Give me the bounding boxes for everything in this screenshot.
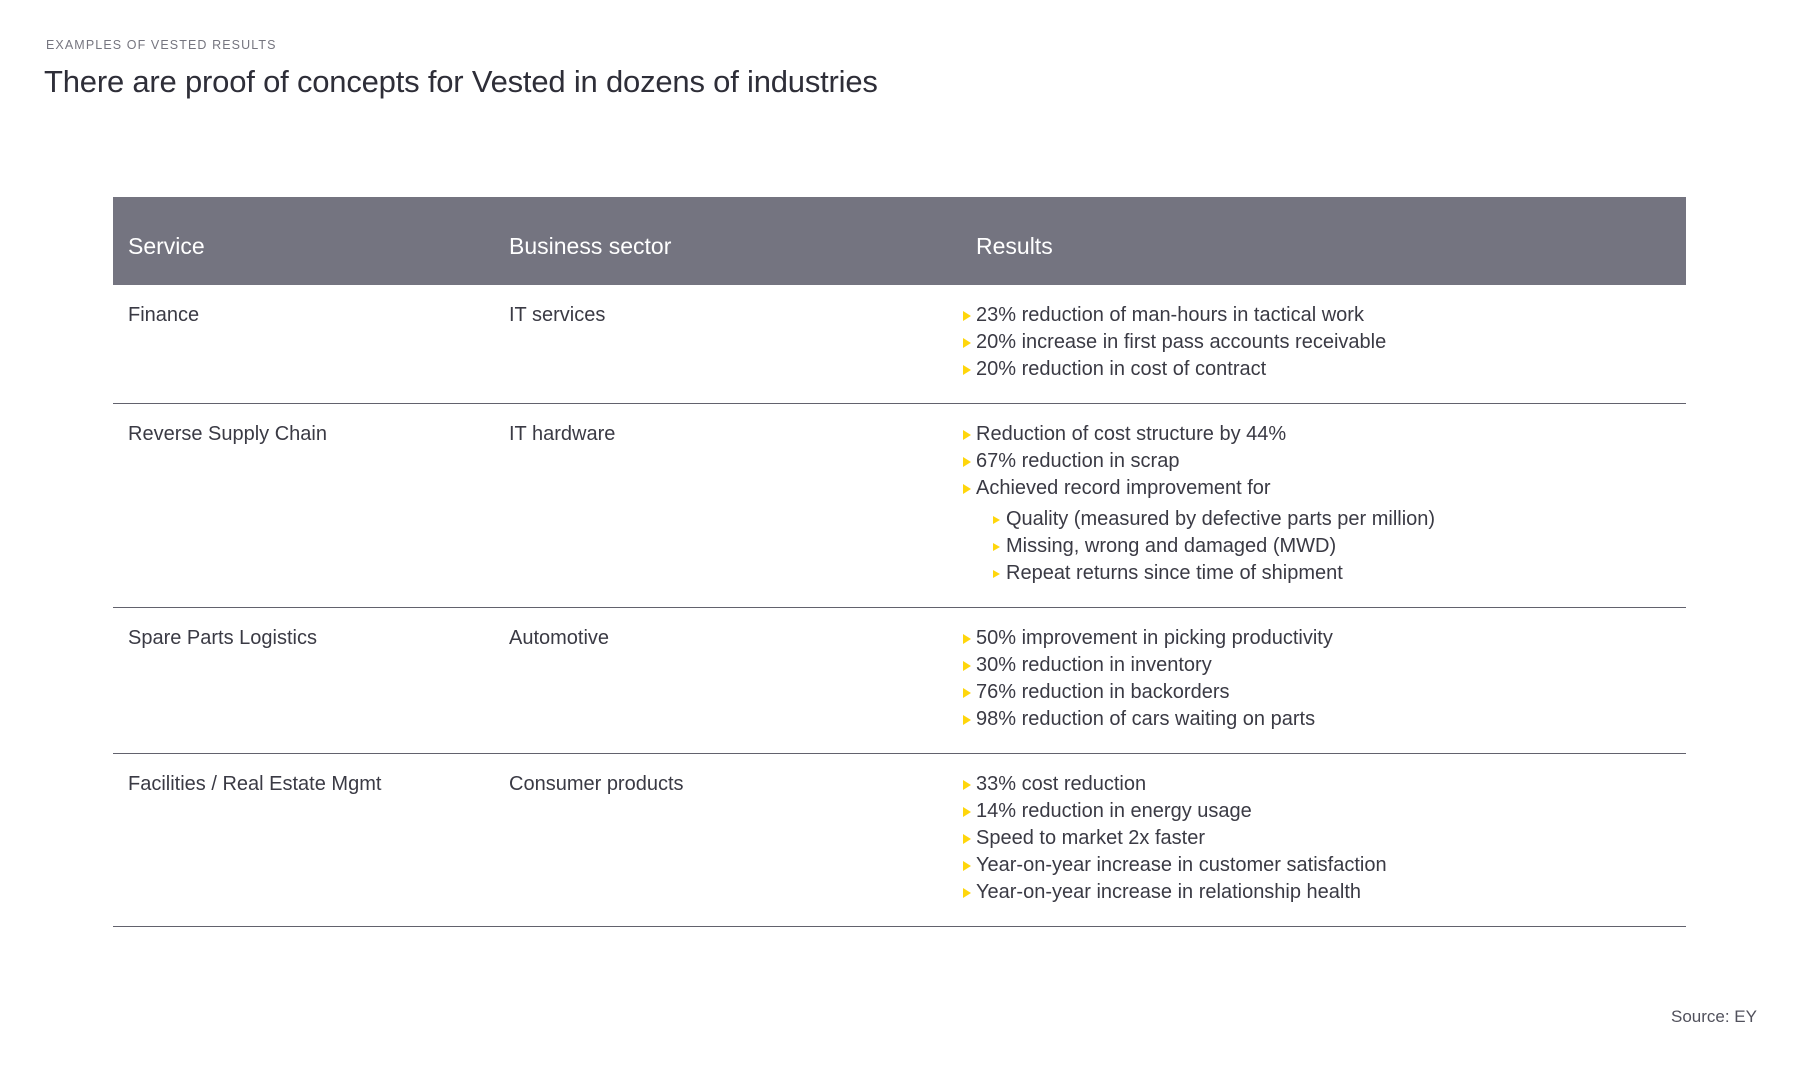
- result-bullet: 30% reduction in inventory: [963, 652, 1686, 679]
- bullet-triangle-icon: [963, 779, 971, 790]
- eyebrow: EXAMPLES OF VESTED RESULTS: [46, 38, 277, 52]
- result-text: Year-on-year increase in relationship he…: [976, 881, 1362, 903]
- result-text: 14% reduction in energy usage: [976, 800, 1252, 822]
- table-row: Spare Parts Logistics Automotive 50% imp…: [113, 608, 1686, 754]
- result-bullet: Speed to market 2x faster: [963, 825, 1686, 852]
- sector-cell: Automotive: [509, 627, 610, 649]
- result-text: Year-on-year increase in customer satisf…: [976, 854, 1387, 876]
- column-header-service: Service: [128, 232, 205, 259]
- sector-cell: IT hardware: [509, 423, 616, 445]
- result-bullet: 20% reduction in cost of contract: [963, 356, 1686, 383]
- table-row: Reverse Supply Chain IT hardware Reducti…: [113, 404, 1686, 608]
- table-row: Facilities / Real Estate Mgmt Consumer p…: [113, 754, 1686, 927]
- bullet-triangle-icon: [963, 833, 971, 844]
- service-cell: Reverse Supply Chain: [128, 423, 327, 445]
- bullet-triangle-icon: [963, 860, 971, 871]
- bullet-triangle-icon: [963, 806, 971, 817]
- bullet-triangle-icon: [963, 429, 971, 440]
- result-bullet: 98% reduction of cars waiting on parts: [963, 706, 1686, 733]
- results-cell: 23% reduction of man-hours in tactical w…: [963, 302, 1686, 383]
- result-bullet: Achieved record improvement for: [963, 475, 1686, 502]
- result-text: 23% reduction of man-hours in tactical w…: [976, 304, 1364, 326]
- bullet-triangle-icon: [963, 687, 971, 698]
- bullet-triangle-icon: [993, 515, 1000, 524]
- result-text: 20% increase in first pass accounts rece…: [976, 331, 1387, 353]
- result-bullet: Year-on-year increase in customer satisf…: [963, 852, 1686, 879]
- result-bullet: 33% cost reduction: [963, 771, 1686, 798]
- bullet-triangle-icon: [963, 714, 971, 725]
- result-text: Missing, wrong and damaged (MWD): [1006, 535, 1337, 557]
- source-note: Source: EY: [1671, 1007, 1757, 1026]
- result-bullet: Reduction of cost structure by 44%: [963, 421, 1686, 448]
- table-header-row: Service Business sector Results: [113, 197, 1686, 285]
- result-text: 76% reduction in backorders: [976, 681, 1230, 703]
- result-text: 67% reduction in scrap: [976, 450, 1180, 472]
- result-text: 50% improvement in picking productivity: [976, 627, 1333, 649]
- result-text: Quality (measured by defective parts per…: [1006, 508, 1436, 530]
- column-header-results: Results: [976, 232, 1053, 259]
- bullet-triangle-icon: [993, 569, 1000, 578]
- result-text: Speed to market 2x faster: [976, 827, 1206, 849]
- results-cell: 33% cost reduction 14% reduction in ener…: [963, 771, 1686, 906]
- result-bullet: 67% reduction in scrap: [963, 448, 1686, 475]
- results-table: Service Business sector Results Finance …: [113, 197, 1686, 927]
- bullet-triangle-icon: [993, 542, 1000, 551]
- result-text: 30% reduction in inventory: [976, 654, 1212, 676]
- result-text: 98% reduction of cars waiting on parts: [976, 708, 1316, 730]
- result-bullet: 76% reduction in backorders: [963, 679, 1686, 706]
- result-text: 33% cost reduction: [976, 773, 1147, 795]
- bullet-triangle-icon: [963, 483, 971, 494]
- bullet-triangle-icon: [963, 364, 971, 375]
- service-cell: Facilities / Real Estate Mgmt: [128, 773, 382, 795]
- page-title: There are proof of concepts for Vested i…: [44, 64, 878, 99]
- result-bullet: 50% improvement in picking productivity: [963, 625, 1686, 652]
- sector-cell: IT services: [509, 304, 606, 326]
- result-text: Reduction of cost structure by 44%: [976, 423, 1287, 445]
- results-cell: Reduction of cost structure by 44% 67% r…: [963, 421, 1686, 587]
- bullet-triangle-icon: [963, 887, 971, 898]
- result-sub-bullet: Quality (measured by defective parts per…: [963, 506, 1686, 533]
- bullet-triangle-icon: [963, 660, 971, 671]
- result-text: Repeat returns since time of shipment: [1006, 562, 1343, 584]
- bullet-triangle-icon: [963, 456, 971, 467]
- sector-cell: Consumer products: [509, 773, 684, 795]
- results-cell: 50% improvement in picking productivity …: [963, 625, 1686, 733]
- service-cell: Spare Parts Logistics: [128, 627, 317, 649]
- result-bullet: Year-on-year increase in relationship he…: [963, 879, 1686, 906]
- column-header-business-sector: Business sector: [509, 232, 672, 259]
- result-sub-bullet: Missing, wrong and damaged (MWD): [963, 533, 1686, 560]
- bullet-triangle-icon: [963, 337, 971, 348]
- result-bullet: 23% reduction of man-hours in tactical w…: [963, 302, 1686, 329]
- result-text: Achieved record improvement for: [976, 477, 1271, 499]
- bullet-triangle-icon: [963, 310, 971, 321]
- service-cell: Finance: [128, 304, 200, 326]
- result-bullet: 14% reduction in energy usage: [963, 798, 1686, 825]
- result-sub-bullet: Repeat returns since time of shipment: [963, 560, 1686, 587]
- result-bullet: 20% increase in first pass accounts rece…: [963, 329, 1686, 356]
- result-text: 20% reduction in cost of contract: [976, 358, 1267, 380]
- bullet-triangle-icon: [963, 633, 971, 644]
- table-row: Finance IT services 23% reduction of man…: [113, 285, 1686, 404]
